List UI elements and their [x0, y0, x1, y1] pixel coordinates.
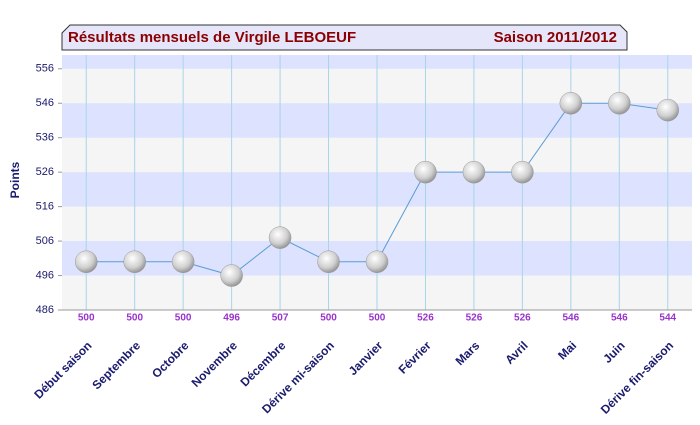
marker — [74, 250, 98, 274]
value-label: 500 — [78, 313, 95, 324]
marker — [365, 250, 389, 274]
chart-title: Résultats mensuels de Virgile LEBOEUF — [68, 29, 356, 46]
x-tick-label: Octobre — [149, 338, 192, 381]
value-label: 500 — [369, 313, 386, 324]
plot-area: 486 496 506 516 526 536 546 556 Début saisonSept… — [31, 55, 692, 417]
value-label: 500 — [320, 313, 337, 324]
value-label: 500 — [126, 313, 143, 324]
marker — [608, 91, 631, 115]
x-tick-label: Février — [396, 338, 434, 376]
y-tick-label: 526 — [36, 166, 54, 178]
marker — [171, 250, 195, 274]
marker — [511, 160, 534, 184]
y-tick-label: 546 — [36, 97, 54, 109]
x-tick-label: Avril — [502, 338, 530, 366]
x-tick-label: Mars — [453, 338, 483, 368]
value-label: 526 — [466, 313, 483, 324]
x-tick-label: Juin — [600, 338, 627, 365]
x-tick-label: Septembre — [89, 338, 143, 392]
x-tick-label: Mai — [555, 338, 579, 362]
y-tick-label: 536 — [36, 132, 54, 144]
marker — [559, 91, 583, 115]
y-tick-label: 516 — [36, 201, 54, 213]
marker — [317, 250, 340, 274]
marker — [656, 98, 680, 122]
x-tick-label: Janvier — [346, 338, 386, 378]
marker — [123, 250, 146, 274]
x-tick-label: Début saison — [31, 338, 94, 401]
marker — [414, 160, 437, 184]
value-label: 507 — [272, 313, 289, 324]
y-tick-label: 496 — [36, 269, 54, 281]
y-tick-label: 506 — [36, 235, 54, 247]
y-axis-label: Points — [8, 161, 22, 198]
y-tick-label: 486 — [36, 304, 54, 316]
value-label: 526 — [417, 313, 434, 324]
x-tick-label: Décembre — [238, 338, 289, 389]
marker — [268, 226, 292, 249]
value-label: 544 — [659, 313, 676, 324]
y-tick-label: 556 — [36, 63, 54, 75]
x-tick-label: Novembre — [189, 338, 241, 390]
value-label: 500 — [175, 313, 192, 324]
value-label: 496 — [223, 313, 240, 324]
value-label: 546 — [611, 313, 628, 324]
title-box — [61, 24, 628, 51]
value-label: 546 — [563, 313, 580, 324]
marker — [220, 264, 243, 287]
marker — [462, 160, 486, 184]
value-label: 526 — [514, 313, 531, 324]
chart-subtitle: Saison 2011/2012 — [494, 29, 617, 46]
